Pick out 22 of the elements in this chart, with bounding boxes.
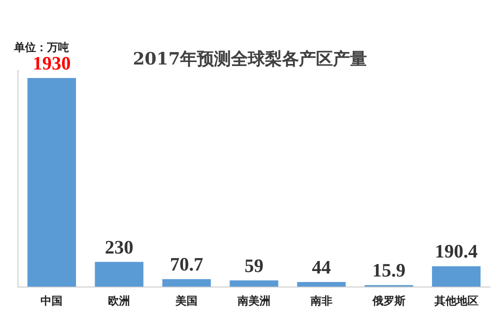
- x-tick-label: 美国: [174, 294, 198, 308]
- data-label: 59: [244, 256, 264, 277]
- bar: [432, 266, 481, 287]
- x-tick-label: 欧洲: [108, 294, 130, 308]
- bar: [230, 280, 278, 287]
- bar: [297, 282, 346, 287]
- data-label: 230: [104, 237, 134, 258]
- x-tick-label: 其他地区: [433, 294, 478, 308]
- bar: [162, 279, 211, 287]
- bar: [27, 78, 76, 287]
- data-label: 15.9: [372, 260, 406, 282]
- x-tick-label: 南美洲: [236, 294, 270, 308]
- bar: [94, 262, 144, 287]
- x-tick-label: 中国: [40, 294, 63, 308]
- data-label: 70.7: [170, 254, 204, 276]
- x-tick-label: 俄罗斯: [371, 294, 406, 308]
- data-label: 1930: [32, 53, 71, 74]
- text: 单位：万吨: [13, 40, 69, 54]
- data-label: 44: [312, 257, 332, 278]
- x-tick-label: 南非: [309, 294, 332, 308]
- chart-title: 2017年预测全球梨各产区产量: [132, 50, 368, 70]
- data-label: 190.4: [434, 242, 478, 263]
